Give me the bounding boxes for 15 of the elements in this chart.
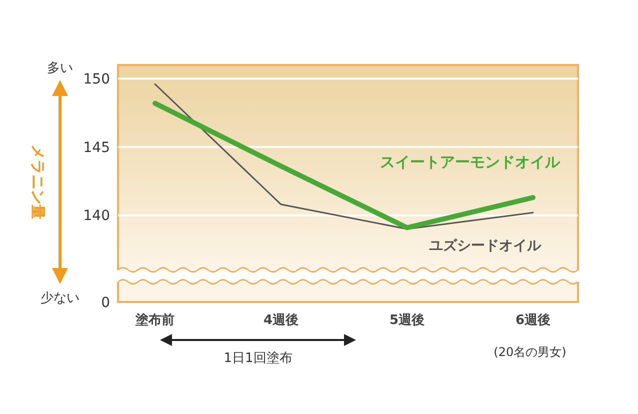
x-tick-label: 塗布前 [134, 313, 174, 328]
x-tick-label: 4週後 [263, 312, 299, 328]
text: 少ない [40, 291, 80, 306]
y-tick-label: 145 [83, 140, 110, 156]
y-axis-title: メラニン量 [28, 144, 47, 220]
text: 多い [47, 61, 73, 76]
text: 1日1回塗布 [224, 351, 292, 366]
y-tick-label: 140 [83, 208, 110, 224]
text: 0 [101, 294, 110, 311]
text: (20名の男女) [494, 345, 566, 359]
x-tick-label: 5週後 [389, 312, 425, 328]
text: スイートアーモンドオイル [380, 153, 561, 171]
y-tick-label: 150 [83, 72, 110, 88]
series-label: ユズシードオイル [429, 238, 542, 254]
x-tick-label: 6週後 [515, 312, 551, 328]
